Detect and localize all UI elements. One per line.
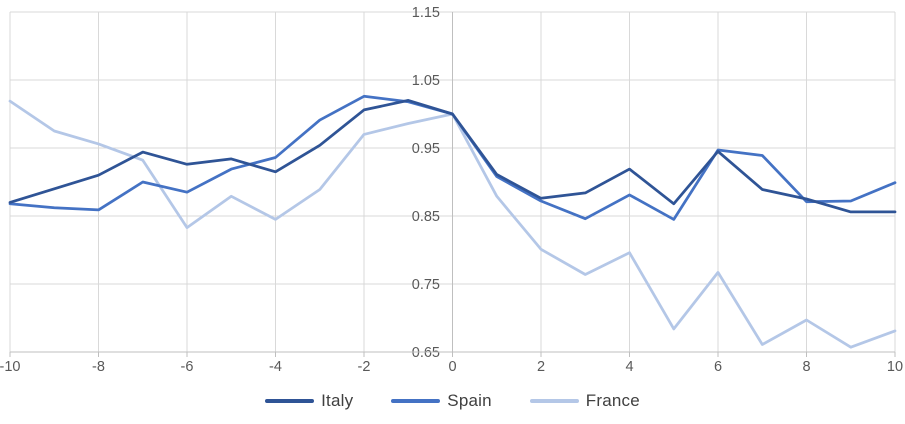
legend-swatch-italy (265, 398, 315, 404)
series-line-italy[interactable] (8, 99, 897, 214)
y-tick-label: 0.85 (412, 209, 440, 225)
x-tick-label: 2 (537, 359, 545, 375)
chart-legend: Italy Spain France (0, 391, 905, 411)
y-tick-label: 1.15 (412, 5, 440, 21)
legend-item-italy[interactable]: Italy (265, 391, 353, 411)
legend-label-italy: Italy (321, 391, 354, 410)
x-tick-label: 10 (887, 359, 903, 375)
x-tick-label: -4 (269, 359, 282, 375)
legend-label-spain: Spain (447, 391, 492, 410)
legend-item-france[interactable]: France (529, 391, 640, 411)
legend-swatch-spain (391, 398, 441, 404)
y-tick-label: 1.05 (412, 73, 440, 89)
y-tick-label: 0.75 (412, 277, 440, 293)
x-tick-label: -2 (358, 359, 371, 375)
legend-swatch-france (529, 398, 579, 404)
x-tick-label: -8 (92, 359, 105, 375)
legend-item-spain[interactable]: Spain (391, 391, 492, 411)
x-tick-label: 8 (802, 359, 810, 375)
y-tick-label: 0.65 (412, 345, 440, 361)
x-tick-label: 4 (625, 359, 633, 375)
x-tick-label: -6 (181, 359, 194, 375)
y-tick-label: 0.95 (412, 141, 440, 157)
x-tick-label: 0 (448, 359, 456, 375)
legend-label-france: France (585, 391, 640, 410)
x-tick-label: -10 (0, 359, 20, 375)
x-tick-label: 6 (714, 359, 722, 375)
